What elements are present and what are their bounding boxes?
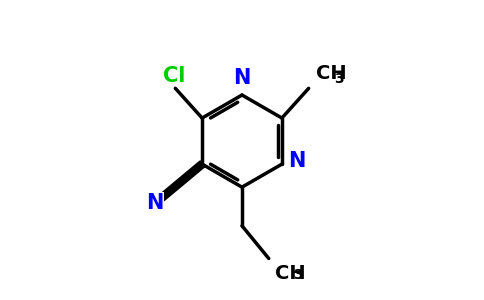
Text: 3: 3 bbox=[293, 268, 303, 282]
Text: CH: CH bbox=[316, 64, 347, 83]
Text: N: N bbox=[233, 68, 251, 88]
Text: N: N bbox=[146, 193, 163, 213]
Text: Cl: Cl bbox=[163, 66, 185, 86]
Text: 3: 3 bbox=[334, 72, 344, 86]
Text: N: N bbox=[288, 151, 305, 171]
Text: CH: CH bbox=[275, 264, 306, 284]
